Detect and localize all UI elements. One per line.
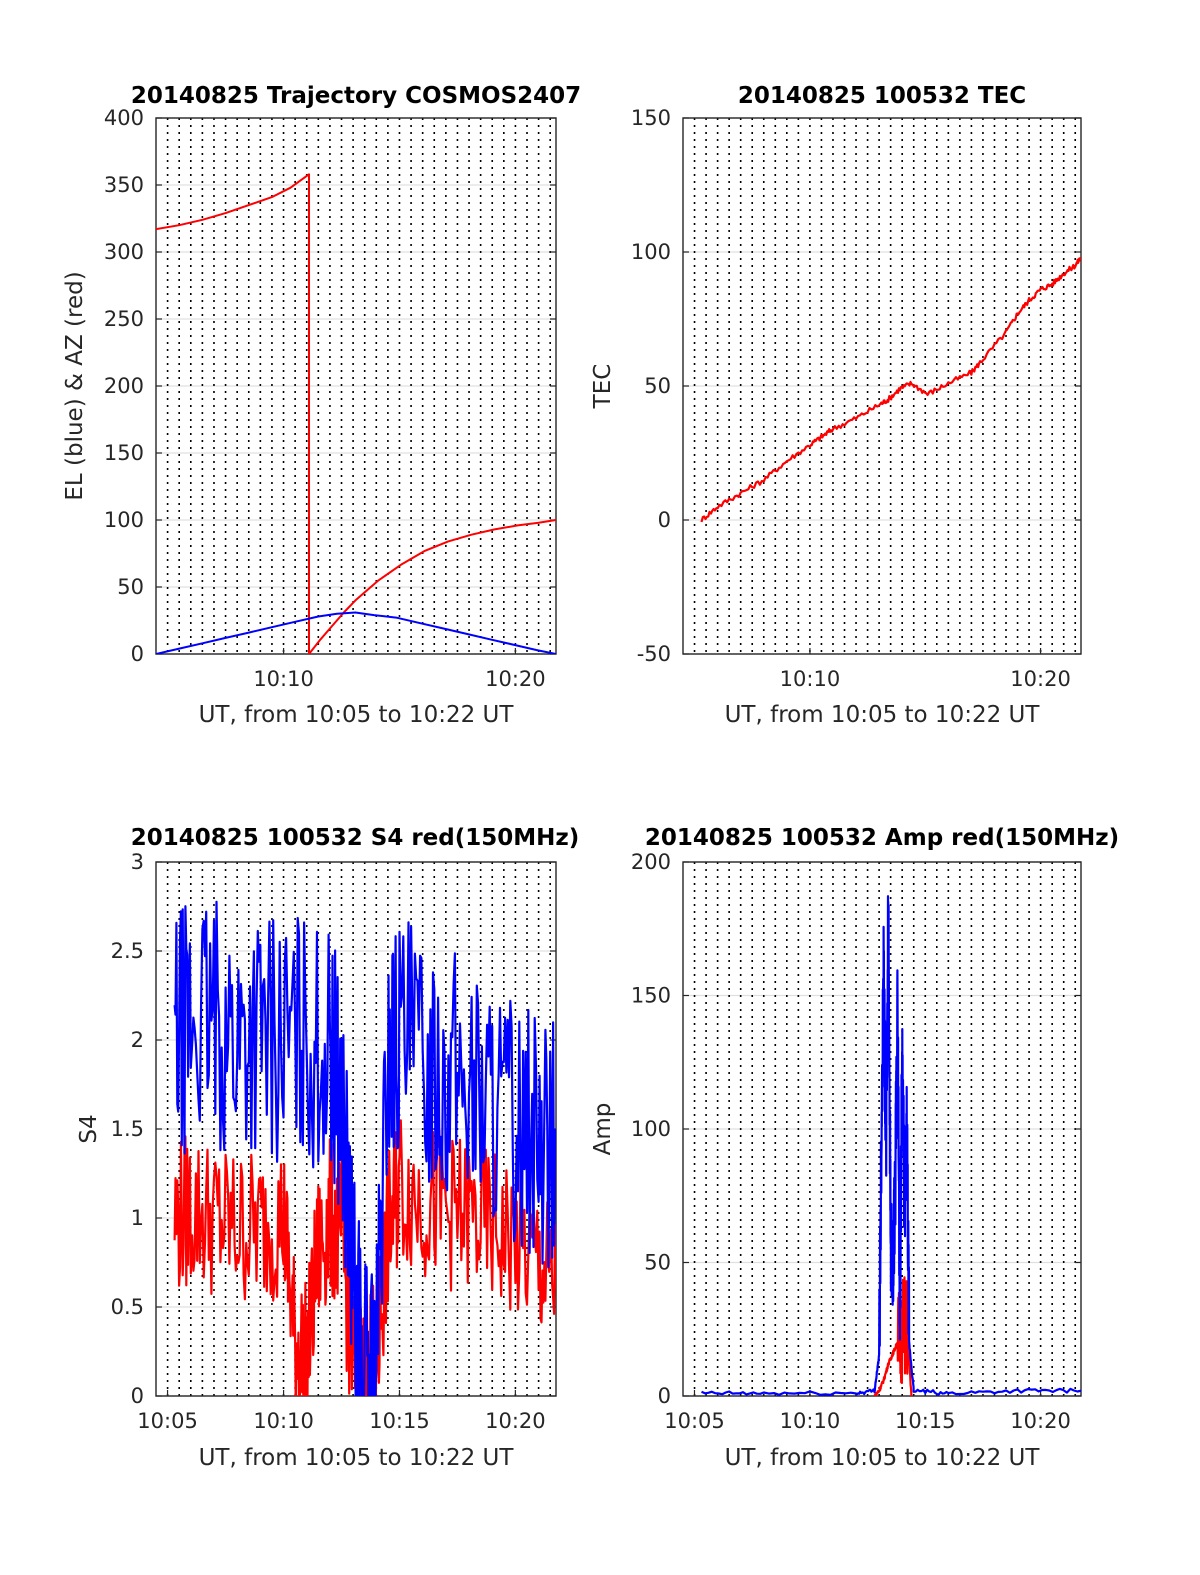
x-tick-label: 10:05 (664, 1409, 725, 1433)
y-tick-label: 50 (117, 575, 144, 599)
y-tick-label: 150 (104, 441, 144, 465)
panel-title: 20140825 100532 Amp red(150MHz) (645, 825, 1119, 851)
y-tick-label: 150 (631, 106, 671, 130)
x-tick-label: 10:20 (485, 667, 546, 691)
s4-panel: 0 0.5 1 1.5 2 2.5 3 10:05 10:10 10:15 10:20 2014082… (76, 825, 580, 1471)
y-tick-label: 0.5 (111, 1295, 144, 1319)
series-line-1 (173, 900, 556, 1396)
y-tick-label: 250 (104, 307, 144, 331)
y-tick-label: 200 (104, 374, 144, 398)
y-tick-label: 2.5 (111, 939, 144, 963)
x-tick-label: 10:05 (137, 1409, 198, 1433)
y-tick-label: 100 (631, 1117, 671, 1141)
amp-panel: 0 50 100 150 200 10:05 10:10 10:15 10:20 20140825… (590, 825, 1119, 1471)
series-line-1 (701, 895, 1081, 1396)
y-tick-label: 100 (631, 240, 671, 264)
series-line-0 (156, 173, 556, 654)
y-tick-label: 0 (131, 1384, 144, 1408)
x-tick-label: 10:20 (1010, 1409, 1071, 1433)
y-tick-label: 150 (631, 984, 671, 1008)
y-tick-label: 50 (644, 374, 671, 398)
y-tick-label: 100 (104, 508, 144, 532)
x-tick-label: 10:10 (253, 1409, 314, 1433)
trajectory-panel: 0 50 100 150 200 250 300 350 400 10:10 10:20 201408… (62, 83, 581, 728)
y-axis-label: TEC (590, 364, 616, 410)
y-tick-label: 300 (104, 240, 144, 264)
y-tick-label: -50 (637, 642, 671, 666)
panel-title: 20140825 100532 TEC (738, 83, 1026, 109)
x-tick-label: 10:15 (895, 1409, 956, 1433)
x-axis-label: UT, from 10:05 to 10:22 UT (725, 702, 1041, 728)
panel-title: 20140825 100532 S4 red(150MHz) (131, 825, 580, 851)
y-tick-label: 1 (131, 1206, 144, 1230)
series-line-0 (700, 257, 1081, 523)
x-tick-label: 10:20 (485, 1409, 546, 1433)
y-axis-label: Amp (590, 1103, 616, 1156)
x-axis-label: UT, from 10:05 to 10:22 UT (199, 1445, 515, 1471)
x-tick-label: 10:10 (780, 667, 841, 691)
y-tick-label: 350 (104, 173, 144, 197)
y-tick-label: 200 (631, 850, 671, 874)
y-tick-label: 0 (131, 642, 144, 666)
series-line-0 (873, 1276, 913, 1396)
y-tick-label: 0 (658, 508, 671, 532)
y-tick-label: 3 (131, 850, 144, 874)
y-tick-label: 50 (644, 1251, 671, 1275)
panel-title: 20140825 Trajectory COSMOS2407 (131, 83, 581, 109)
x-tick-label: 10:20 (1010, 667, 1071, 691)
x-tick-label: 10:10 (253, 667, 314, 691)
y-axis-label: S4 (76, 1114, 102, 1143)
series-line-1 (156, 611, 556, 654)
y-tick-label: 2 (131, 1028, 144, 1052)
y-tick-label: 0 (658, 1384, 671, 1408)
y-axis-label: EL (blue) & AZ (red) (62, 271, 88, 500)
x-axis-label: UT, from 10:05 to 10:22 UT (725, 1445, 1041, 1471)
x-tick-label: 10:10 (780, 1409, 841, 1433)
x-tick-label: 10:15 (369, 1409, 430, 1433)
y-tick-label: 1.5 (111, 1117, 144, 1141)
x-axis-label: UT, from 10:05 to 10:22 UT (199, 702, 515, 728)
y-tick-label: 400 (104, 106, 144, 130)
tec-panel: -50 0 50 100 150 10:10 10:20 20140825 100532 TE… (590, 83, 1082, 728)
